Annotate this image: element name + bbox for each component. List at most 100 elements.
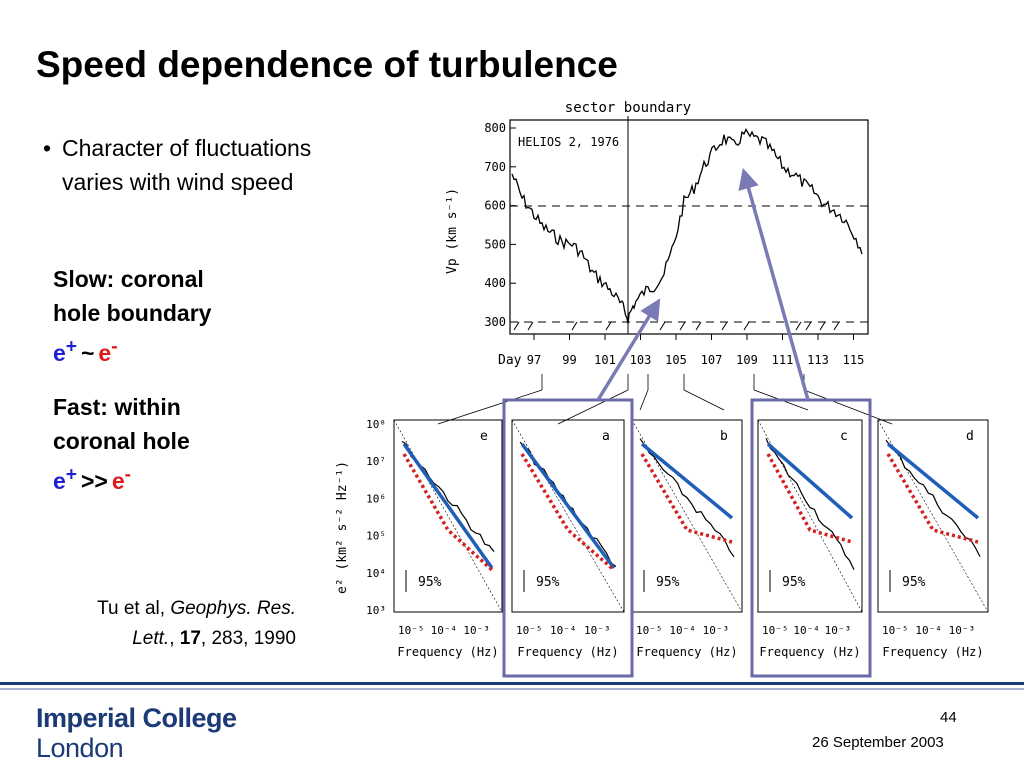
confidence-label: 95% — [418, 575, 442, 590]
figure-svg: sector boundary HELIOS 2, 1976 Vp (km s⁻… — [335, 100, 989, 678]
helios-label: HELIOS 2, 1976 — [518, 135, 619, 149]
frequency-tick-label: 10⁻⁴ — [550, 624, 577, 637]
spectrum-dotted-red — [520, 453, 616, 572]
day-tick-label: 107 — [701, 353, 723, 367]
spectrum-trace — [765, 437, 855, 570]
frequency-tick-label: 10⁻⁴ — [669, 624, 696, 637]
hatch-mark — [833, 321, 840, 331]
spectra-tick-label: 10³ — [366, 604, 386, 617]
frequency-tick-label: 10⁻⁵ — [762, 624, 789, 637]
frequency-tick-label: 10⁻⁴ — [915, 624, 942, 637]
vp-tick-label: 500 — [484, 237, 506, 251]
fast-relation-symbol: >> — [80, 467, 108, 494]
frequency-axis-label: Frequency (Hz) — [759, 645, 860, 659]
hatch-mark — [679, 321, 686, 331]
hatch-mark — [527, 321, 534, 331]
top-panel-frame — [509, 119, 869, 335]
hatch-mark — [805, 321, 812, 331]
citation-author: Tu et al, — [97, 598, 171, 619]
frequency-tick-label: 10⁻⁴ — [431, 624, 458, 637]
bullet-symbol: • — [43, 135, 52, 161]
spectrum-frame — [393, 419, 503, 613]
vp-tick-label: 400 — [484, 276, 506, 290]
spectra-tick-label: 10⁴ — [366, 567, 386, 580]
highlight-box-c — [750, 398, 872, 678]
spectrum-panel-label: a — [602, 429, 610, 444]
spectra-tick-label: 10⁶ — [366, 492, 386, 505]
hatch-mark — [721, 321, 728, 331]
confidence-label: 95% — [902, 575, 926, 590]
spectrum-panel-label: b — [720, 429, 728, 444]
day-tick-label: 99 — [562, 353, 576, 367]
hatch-mark — [695, 321, 702, 331]
fast-wind-group: Fast: within coronal hole e+ >> e- — [53, 390, 190, 498]
spectra-tick-label: 10⁸ — [366, 418, 386, 431]
connector-line — [803, 389, 893, 425]
spectrum-frame — [877, 419, 989, 613]
slow-wind-group: Slow: coronal hole boundary e+ ~ e- — [53, 262, 211, 370]
frequency-axis-label: Frequency (Hz) — [397, 645, 498, 659]
citation-volume: 17 — [179, 628, 201, 649]
footer-rule-dark — [0, 682, 1024, 685]
spectrum-reference-line — [511, 419, 625, 613]
frequency-tick-label: 10⁻⁵ — [398, 624, 425, 637]
day-tick-label: 103 — [630, 353, 652, 367]
frequency-tick-label: 10⁻⁵ — [882, 624, 909, 637]
spectra-tick-label: 10⁵ — [366, 530, 386, 543]
frequency-tick-label: 10⁻³ — [949, 624, 976, 637]
spectra-y-label: e² (km² s⁻² Hz⁻¹) — [335, 461, 350, 594]
spectrum-dotted-red — [766, 453, 853, 544]
page-number: 44 — [940, 709, 957, 726]
frequency-tick-label: 10⁻³ — [703, 624, 730, 637]
connector-line — [683, 389, 725, 411]
confidence-label: 95% — [782, 575, 806, 590]
footer-rule-light — [0, 688, 1024, 690]
frequency-tick-label: 10⁻⁵ — [516, 624, 543, 637]
hatch-mark — [819, 321, 826, 331]
vp-tick-label: 600 — [484, 199, 506, 213]
frequency-tick-label: 10⁻³ — [584, 624, 611, 637]
figure: sector boundary HELIOS 2, 1976 Vp (km s⁻… — [330, 94, 995, 684]
frequency-tick-label: 10⁻⁴ — [793, 624, 820, 637]
slow-relation-symbol: ~ — [80, 339, 95, 366]
vp-trace — [511, 127, 863, 324]
spectrum-reference-line — [393, 419, 503, 613]
frequency-axis-label: Frequency (Hz) — [882, 645, 983, 659]
arrow-fast — [738, 167, 810, 401]
hatch-mark — [513, 321, 520, 331]
slide-date: 26 September 2003 — [812, 734, 944, 751]
frequency-axis-label: Frequency (Hz) — [517, 645, 618, 659]
citation-journal-2: Lett. — [132, 628, 170, 649]
bullet-point: • Character of fluctuations varies with … — [43, 131, 332, 199]
frequency-tick-label: 10⁻³ — [463, 624, 490, 637]
hatch-mark — [743, 321, 750, 331]
spectrum-trace — [885, 439, 981, 557]
citation: Tu et al, Geophys. Res. Lett., 17, 283, … — [97, 598, 296, 649]
spectrum-dotted-red — [402, 453, 494, 572]
spectrum-fit-blue — [402, 442, 494, 570]
sector-boundary-label: sector boundary — [565, 100, 691, 116]
day-tick-label: 101 — [594, 353, 616, 367]
slow-eminus: e- — [98, 336, 118, 366]
day-tick-label: 109 — [736, 353, 758, 367]
day-tick-label: 115 — [843, 353, 865, 367]
slow-line-2: hole boundary — [53, 300, 212, 326]
hatch-mark — [659, 321, 666, 331]
spectrum-fit-blue — [520, 442, 616, 570]
day-label: Day — [498, 353, 522, 368]
day-tick-label: 97 — [527, 353, 541, 367]
frequency-tick-label: 10⁻⁵ — [636, 624, 663, 637]
spectrum-panel-label: c — [840, 429, 848, 444]
slide-title: Speed dependence of turbulence — [36, 44, 618, 85]
spectrum-dotted-red — [886, 453, 979, 544]
vp-tick-label: 700 — [484, 160, 506, 174]
hatch-mark — [571, 321, 578, 331]
fast-line-2: coronal hole — [53, 428, 190, 454]
connector-line — [639, 389, 649, 411]
imperial-logo: Imperial College London — [36, 703, 237, 763]
spectrum-fit-blue — [766, 442, 854, 520]
spectrum-fit-blue — [886, 442, 980, 520]
logo-line-2: London — [36, 733, 124, 763]
arrow-slow — [596, 298, 661, 401]
frequency-axis-label: Frequency (Hz) — [636, 645, 737, 659]
